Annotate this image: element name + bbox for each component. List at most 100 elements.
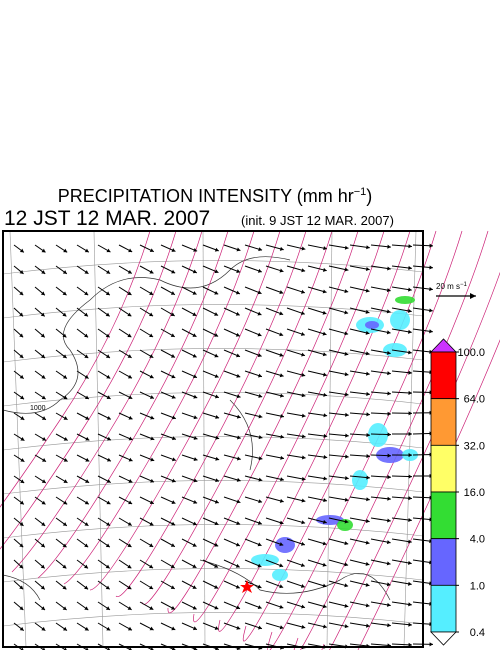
precipitation-area (395, 296, 415, 304)
wind-head (301, 604, 305, 609)
wind-head (344, 372, 349, 377)
wind-head (85, 436, 90, 441)
wind-head (408, 411, 412, 416)
wind-head (257, 332, 262, 337)
wind-head (171, 374, 176, 379)
wind-vector (181, 475, 198, 483)
wind-vector (160, 286, 176, 296)
wind-head (149, 312, 154, 317)
wind-vector (34, 370, 46, 380)
wind-vector (370, 391, 391, 396)
wind-vector (181, 391, 198, 399)
wind-vector (370, 432, 392, 437)
wind-vector (181, 286, 197, 295)
wind-vector (76, 454, 90, 462)
wind-head (192, 333, 197, 337)
wind-vector (349, 475, 370, 480)
wind-head (235, 290, 240, 295)
colorbar-segment (430, 398, 457, 446)
wind-head (193, 646, 198, 650)
wind-head (344, 603, 349, 608)
wind-head (193, 457, 198, 461)
wind-vector (118, 370, 133, 379)
wind-head (386, 350, 391, 355)
wind-vector (181, 328, 197, 338)
wind-head (150, 478, 155, 483)
wind-head (258, 373, 262, 378)
wind-vector (34, 286, 46, 296)
wind-vector (118, 475, 133, 483)
wind-head (235, 332, 240, 337)
wind-head (62, 626, 67, 631)
wind-vector (391, 286, 412, 292)
wind-vector (181, 580, 197, 590)
wind-head (300, 311, 305, 315)
wind-vector (391, 349, 412, 355)
wind-head (150, 457, 155, 462)
wind-vector (13, 349, 24, 359)
wind-head (301, 520, 306, 525)
wind-head (106, 522, 111, 526)
wind-head (279, 352, 284, 357)
wind-vector (370, 265, 391, 271)
wind-vector (349, 559, 370, 566)
wind-head (127, 374, 132, 379)
wind-vector (349, 286, 370, 293)
wind-head (84, 270, 89, 274)
wind-vector (223, 307, 240, 316)
wind-head (127, 626, 132, 631)
wind-head (407, 560, 412, 565)
wind-vector (13, 286, 24, 296)
wind-vector (370, 244, 391, 249)
wind-head (387, 518, 391, 523)
wind-vector (244, 622, 263, 630)
wind-vector (34, 265, 46, 275)
wind-head (235, 311, 240, 316)
wind-head (429, 287, 433, 292)
wind-vector (160, 349, 176, 358)
wind-head (20, 395, 25, 400)
wind-vector (181, 454, 198, 461)
wind-vector (55, 517, 68, 527)
wind-head (41, 522, 46, 526)
wind-head (41, 374, 46, 379)
wind-head (41, 500, 46, 505)
wind-vector (391, 496, 412, 501)
longitude-line (93, 230, 104, 648)
wind-head (365, 561, 370, 566)
wind-vector (76, 580, 89, 590)
wind-head (407, 581, 412, 586)
wind-vector (34, 244, 46, 253)
wind-head (214, 333, 219, 337)
wind-vector (223, 601, 241, 610)
wind-vector (181, 496, 198, 504)
wind-vector (139, 433, 155, 441)
wind-vector (118, 391, 133, 400)
wind-vector (13, 307, 24, 317)
wind-head (170, 333, 175, 337)
wind-head (279, 498, 284, 503)
wind-head (106, 479, 111, 483)
wind-vector (160, 307, 175, 317)
wind-vector (349, 412, 370, 417)
wind-vector (223, 370, 241, 378)
wind-head (344, 267, 349, 272)
precipitation-area (352, 470, 368, 490)
wind-vector (391, 370, 412, 375)
wind-vector (160, 370, 176, 379)
wind-vector (202, 559, 219, 568)
wind-vector (118, 265, 133, 274)
wind-vector (244, 307, 262, 316)
wind-head (257, 268, 262, 273)
wind-head (192, 291, 197, 295)
wind-head (429, 642, 433, 647)
wind-head (149, 374, 154, 379)
wind-head (84, 395, 89, 400)
wind-head (214, 374, 219, 378)
wind-vector (76, 496, 90, 505)
contour (293, 230, 489, 650)
wind-head (19, 626, 24, 631)
wind-vector (307, 496, 328, 503)
wind-vector (265, 244, 284, 251)
wind-vector (160, 454, 177, 462)
